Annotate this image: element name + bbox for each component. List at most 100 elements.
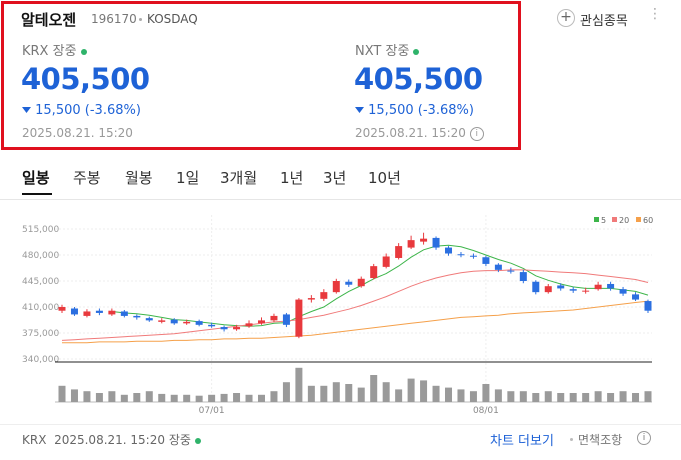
- change: 15,500 (-3.68%): [355, 103, 474, 118]
- volume-bar: [170, 394, 178, 402]
- candle-body: [457, 254, 465, 256]
- status: 장중: [385, 44, 410, 59]
- candle-body: [594, 284, 602, 290]
- volume-bar: [195, 395, 203, 402]
- candle-body: [432, 237, 440, 248]
- ma-line: [62, 300, 649, 344]
- quote-nxt: NXT 장중: [355, 40, 420, 59]
- tab[interactable]: 3개월: [220, 169, 258, 187]
- price: 405,500: [354, 62, 483, 96]
- candle-body: [195, 321, 203, 325]
- candle-body: [145, 318, 153, 321]
- volume-bar: [332, 382, 340, 402]
- tab[interactable]: 1일: [176, 169, 200, 187]
- time-text: 2025.08.21. 15:20: [355, 126, 466, 140]
- volume-bar: [420, 380, 428, 402]
- disclaimer[interactable]: 면책조항: [578, 433, 623, 447]
- volume-bar: [220, 393, 228, 402]
- candle-body: [332, 281, 340, 293]
- price: 405,500: [21, 62, 150, 96]
- live-dot: [194, 437, 201, 444]
- candle-body: [70, 308, 78, 315]
- candle-body: [183, 321, 191, 324]
- volume-bar: [632, 393, 640, 402]
- volume-bar: [382, 382, 390, 402]
- candle-body: [482, 257, 490, 264]
- y-tick-label: 515,000: [22, 225, 59, 235]
- legend-label: 5: [601, 216, 606, 225]
- candle-body: [120, 311, 128, 316]
- x-tick-label: 07/01: [199, 406, 225, 416]
- down-arrow: [22, 107, 31, 113]
- watch-button[interactable]: 관심종목: [580, 14, 628, 29]
- candle-body: [108, 310, 116, 315]
- footer-divider: [0, 424, 681, 425]
- candle-body: [494, 264, 502, 270]
- volume-bar: [457, 389, 465, 402]
- exchange: KRX: [22, 44, 49, 59]
- time: 2025.08.21. 15:20: [54, 433, 165, 447]
- volume-bar: [183, 394, 191, 402]
- ma-line: [61, 269, 649, 341]
- candle-body: [257, 320, 265, 324]
- stock-code: 196170: [91, 12, 137, 26]
- candle-body: [532, 281, 540, 293]
- volume-bar: [95, 393, 103, 402]
- candle-body: [345, 281, 353, 285]
- tab[interactable]: 월봉: [125, 169, 153, 187]
- change: 15,500 (-3.68%): [22, 103, 141, 118]
- y-tick-label: 480,000: [22, 251, 59, 261]
- candle-body: [233, 327, 241, 330]
- volume-bar: [544, 391, 552, 402]
- tab[interactable]: 3년: [323, 169, 347, 187]
- more-chart[interactable]: 차트 더보기: [490, 434, 554, 449]
- tab-underline: [22, 193, 52, 195]
- volume-bar: [320, 385, 328, 402]
- volume-bar: [120, 394, 128, 402]
- candle-body: [519, 272, 527, 281]
- quote-krx: KRX 장중: [22, 40, 87, 59]
- candle-body: [507, 270, 515, 272]
- volume-bar: [582, 393, 590, 402]
- volume-bar: [494, 389, 502, 402]
- volume-bar: [233, 393, 241, 402]
- volume-bar: [619, 391, 627, 402]
- live-dot: [80, 48, 87, 55]
- change-pct: (-3.68%): [84, 103, 141, 118]
- volume-bar: [270, 391, 278, 402]
- volume-bar: [145, 391, 153, 402]
- down-arrow: [355, 107, 364, 113]
- candle-body: [295, 299, 303, 337]
- volume-bar: [519, 391, 527, 402]
- tab[interactable]: 주봉: [73, 169, 101, 187]
- candle-body: [557, 285, 565, 289]
- watch-icon[interactable]: +: [557, 9, 575, 27]
- stock-name: 알테오젠: [21, 11, 77, 29]
- tab[interactable]: 1년: [280, 169, 304, 187]
- tab[interactable]: 10년: [368, 169, 401, 187]
- candle-body: [220, 327, 228, 330]
- tab[interactable]: 일봉: [22, 169, 50, 187]
- volume-bar: [370, 375, 378, 402]
- candle-body: [245, 323, 253, 327]
- candle-body: [619, 289, 627, 294]
- footer-status: KRX 2025.08.21. 15:20 장중: [22, 431, 201, 448]
- legend-label: 20: [619, 216, 629, 225]
- volume-bar: [345, 384, 353, 402]
- volume-bar: [594, 391, 602, 402]
- candle-body: [407, 240, 415, 248]
- legend-swatch: [612, 217, 617, 222]
- candle-body: [58, 307, 66, 311]
- disclaimer-icon[interactable]: i: [637, 431, 651, 445]
- info-icon[interactable]: i: [469, 126, 484, 141]
- y-tick-label: 445,000: [22, 277, 59, 287]
- separator: [139, 18, 142, 21]
- volume-bar: [58, 385, 66, 402]
- volume-bar: [607, 393, 615, 402]
- x-tick-label: 08/01: [473, 406, 499, 416]
- legend-swatch: [594, 217, 599, 222]
- volume-bar: [532, 393, 540, 402]
- candle-body: [282, 314, 290, 325]
